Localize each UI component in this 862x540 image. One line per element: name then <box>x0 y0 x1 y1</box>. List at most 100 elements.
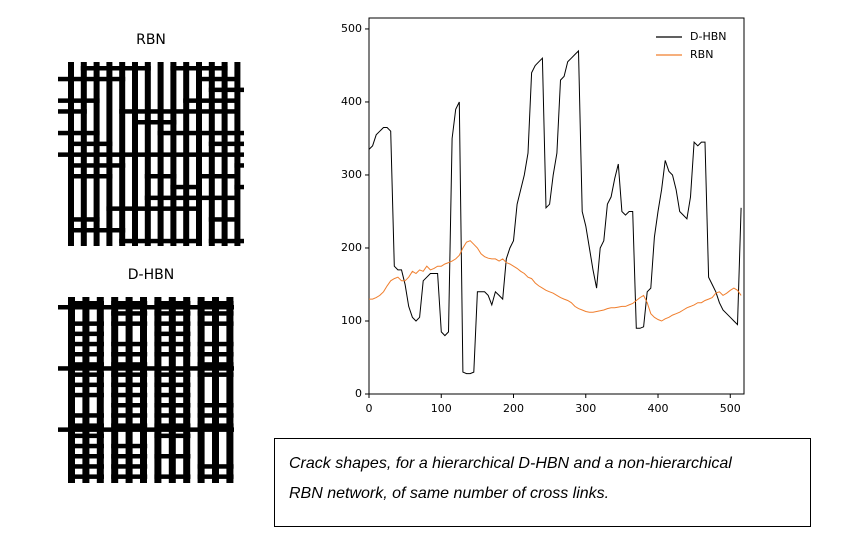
cross-link <box>183 238 202 244</box>
x-tick-label: 100 <box>431 402 452 415</box>
cross-link <box>197 474 234 479</box>
x-tick-label: 300 <box>575 402 596 415</box>
cross-link <box>208 141 244 147</box>
caption-line: Crack shapes, for a hierarchical D-HBN a… <box>289 455 732 472</box>
caption-line: RBN network, of same number of cross lin… <box>289 485 610 502</box>
x-tick-label: 200 <box>503 402 524 415</box>
cross-link <box>111 362 148 367</box>
x-tick-label: 500 <box>720 402 741 415</box>
cross-link <box>106 66 151 71</box>
cross-link <box>68 174 113 179</box>
cross-link <box>183 109 215 114</box>
cross-link <box>234 98 240 103</box>
cross-link <box>154 321 191 326</box>
legend-label: RBN <box>690 48 713 61</box>
cross-link <box>208 109 240 114</box>
diagram-label: D-HBN <box>128 267 174 283</box>
cross-link <box>111 454 148 459</box>
cross-link <box>234 163 244 168</box>
cross-link <box>197 301 234 306</box>
cross-link <box>221 217 240 222</box>
legend-label: D-HBN <box>690 30 727 43</box>
fiber <box>212 297 219 483</box>
cross-link <box>170 184 202 190</box>
cross-link <box>197 464 234 469</box>
rbn-diagram <box>58 62 244 246</box>
cross-link <box>58 130 100 136</box>
cross-link <box>111 382 148 388</box>
cross-link <box>154 311 191 316</box>
cross-link <box>154 341 191 347</box>
cross-link <box>111 443 148 449</box>
cross-link <box>196 174 240 179</box>
cross-link <box>196 152 244 157</box>
cross-link <box>170 130 190 136</box>
cross-link <box>208 217 228 222</box>
cross-link <box>111 321 148 326</box>
cross-link <box>68 433 104 439</box>
y-tick-label: 0 <box>355 387 362 400</box>
cross-link <box>154 474 191 479</box>
cross-link <box>68 382 104 388</box>
dhbn-diagram <box>58 297 234 483</box>
cross-link <box>111 423 148 428</box>
cross-link <box>68 423 104 428</box>
cross-link <box>154 301 191 306</box>
cross-link <box>111 464 148 469</box>
cross-link <box>68 217 100 222</box>
cross-link <box>68 362 104 367</box>
cross-link <box>68 141 113 147</box>
cross-link <box>68 321 104 326</box>
cross-link <box>68 392 104 398</box>
cross-link <box>68 331 104 337</box>
cross-link <box>111 372 148 377</box>
cross-link <box>154 392 191 398</box>
cross-link <box>68 413 104 418</box>
cross-link <box>183 130 240 136</box>
cross-link <box>119 109 164 114</box>
cross-link <box>68 454 104 459</box>
cross-link <box>197 341 234 347</box>
y-tick-label: 500 <box>341 22 362 35</box>
cross-link <box>58 427 234 432</box>
cross-link <box>154 403 191 408</box>
cross-link <box>132 120 177 125</box>
cross-link <box>183 98 202 103</box>
cross-link <box>154 454 191 459</box>
cross-link <box>154 423 191 428</box>
cross-link <box>119 152 164 157</box>
y-tick-label: 200 <box>341 241 362 254</box>
cross-link <box>144 174 177 179</box>
x-tick-label: 0 <box>366 402 373 415</box>
line-chart: 0 100 200 300 400 500 0 100 200 300 400 500 D-HBN RBN <box>341 17 745 415</box>
fiber <box>140 297 147 483</box>
cross-link <box>154 382 191 388</box>
cross-link <box>157 152 202 157</box>
cross-link <box>68 163 126 168</box>
cross-link <box>144 195 190 201</box>
cross-link <box>68 464 104 469</box>
cross-link <box>58 152 87 157</box>
cross-link <box>208 87 240 93</box>
fiber <box>226 297 234 483</box>
cross-link <box>58 366 234 371</box>
cross-link <box>58 76 126 82</box>
cross-link <box>170 66 228 71</box>
y-tick-label: 100 <box>341 314 362 327</box>
cross-link <box>234 109 240 114</box>
cross-link <box>154 352 191 357</box>
cross-link <box>154 331 191 337</box>
cross-link <box>68 301 104 306</box>
cross-link <box>157 130 177 136</box>
cross-link <box>111 403 148 408</box>
cross-link <box>183 195 228 201</box>
cross-link <box>197 362 234 367</box>
cross-link <box>111 311 148 316</box>
cross-link <box>68 372 104 377</box>
cross-link <box>111 413 148 418</box>
fiber <box>111 297 119 483</box>
cross-link <box>111 352 148 357</box>
fiber <box>168 297 176 483</box>
